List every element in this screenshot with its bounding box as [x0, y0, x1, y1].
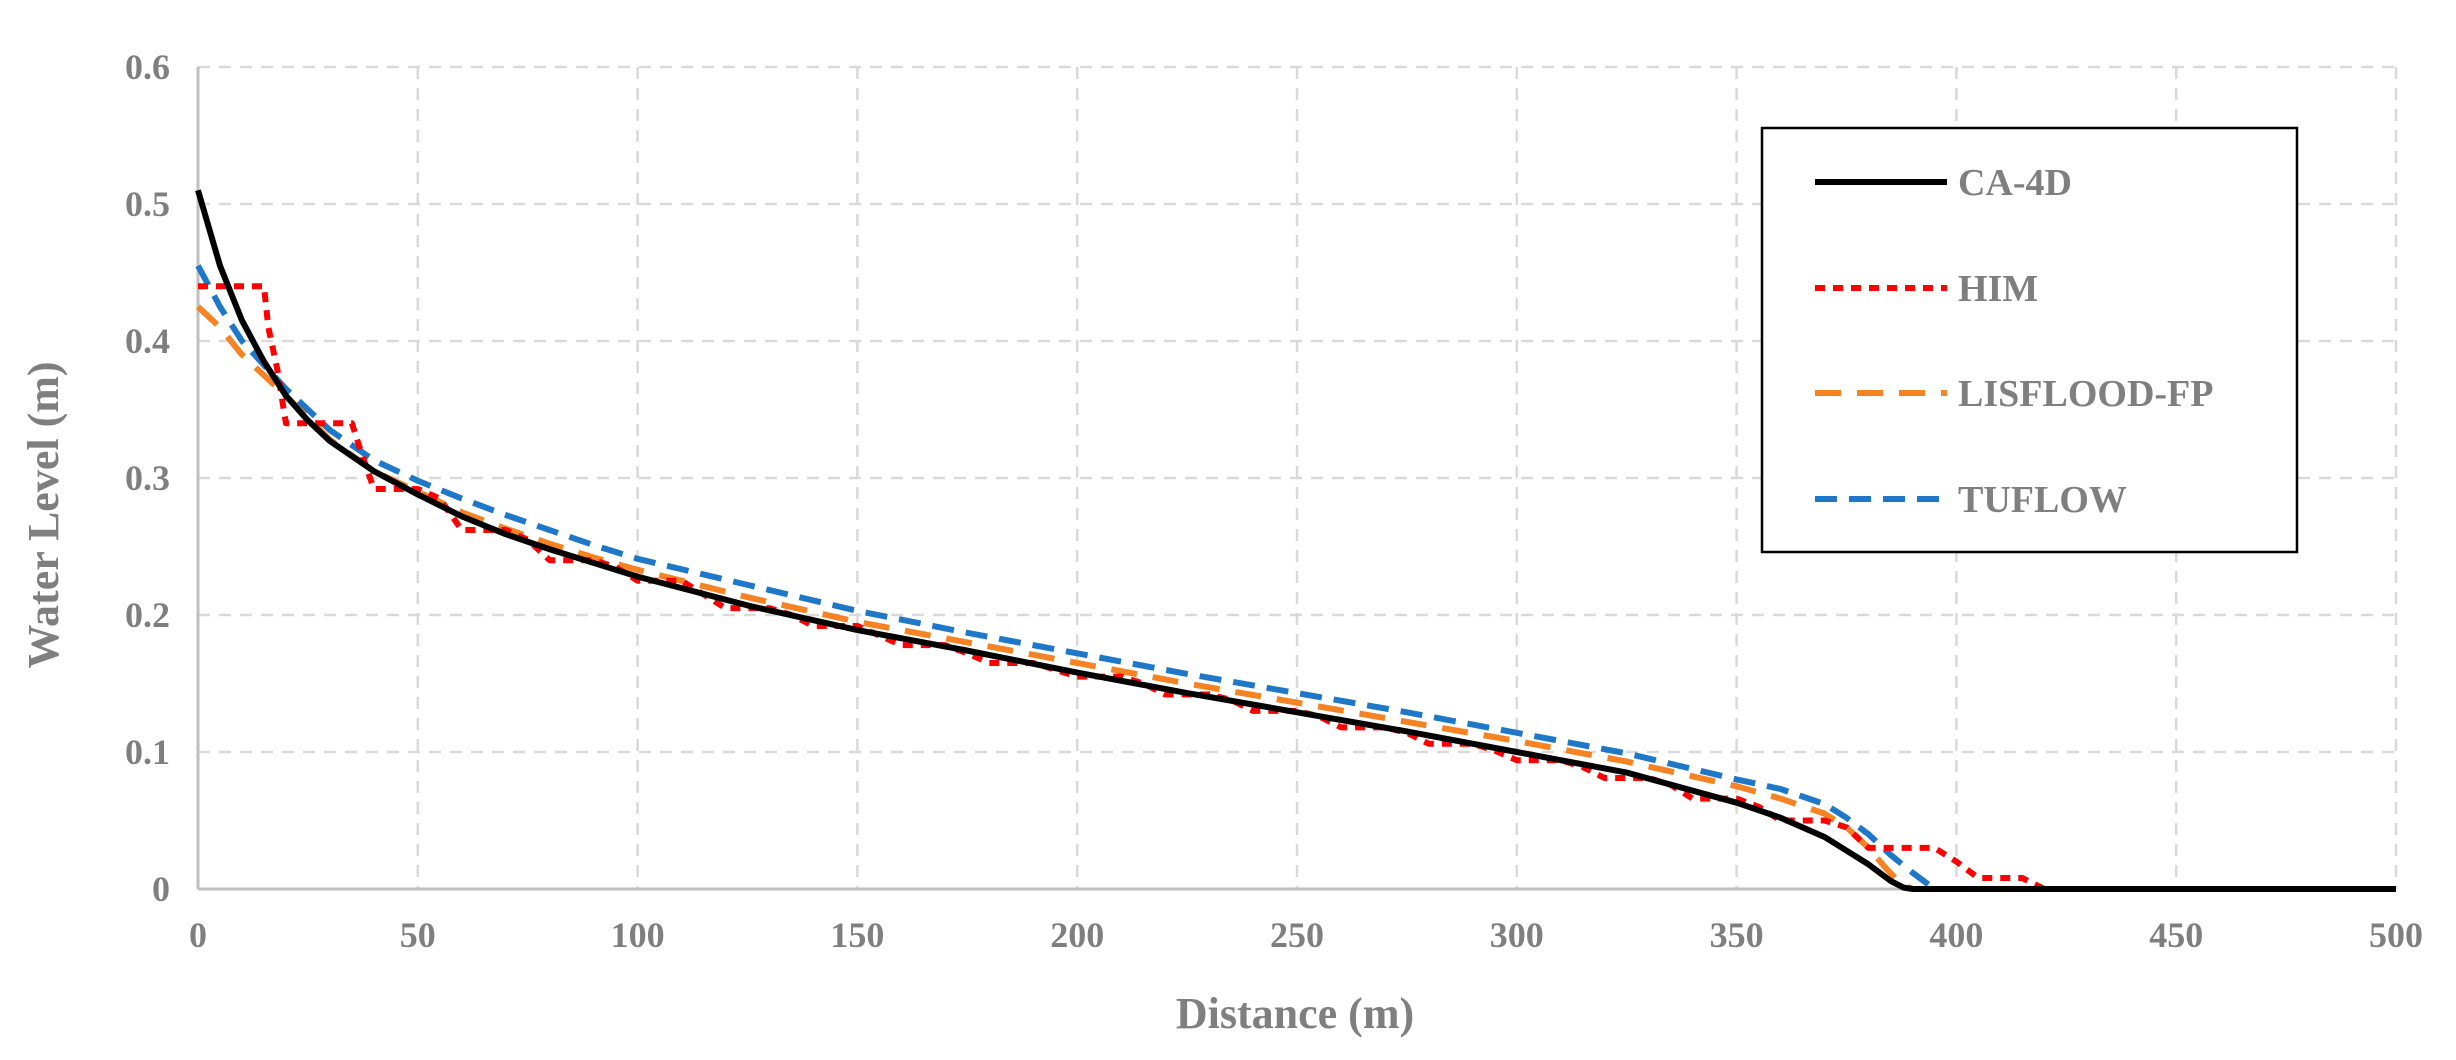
y-tick-label: 0.4	[125, 321, 170, 361]
legend-label: LISFLOOD-FP	[1958, 373, 2213, 415]
x-tick-label: 450	[2149, 915, 2203, 955]
legend-label: CA-4D	[1958, 162, 2072, 204]
x-tick-label: 50	[400, 915, 436, 955]
x-axis-title: Distance (m)	[1176, 989, 1414, 1038]
series-lines	[195, 189, 2396, 892]
x-tick-label: 500	[2369, 915, 2423, 955]
x-tick-label: 100	[611, 915, 665, 955]
x-tick-label: 150	[830, 915, 884, 955]
series-line-tuflow	[195, 264, 2396, 892]
y-tick-label: 0	[152, 869, 170, 909]
y-tick-label: 0.2	[125, 595, 170, 635]
legend: CA-4D HIM LISFLOOD-FP TUFLOW	[1760, 126, 2299, 554]
x-tick-label: 0	[189, 915, 207, 955]
legend-box	[1760, 126, 2299, 554]
y-tick-label: 0.5	[125, 184, 170, 224]
series-line-him	[198, 283, 2396, 892]
y-tick-label: 0.6	[125, 47, 170, 87]
y-tick-label: 0.1	[125, 732, 170, 772]
x-tick-label: 300	[1490, 915, 1544, 955]
tick-labels: 0 50 100 150 200 250 300 350 400 450 500 0 0.1 0.2 0.3…	[125, 47, 2423, 955]
y-axis-title: Water Level (m)	[19, 361, 68, 668]
legend-label: TUFLOW	[1958, 479, 2127, 521]
x-tick-label: 200	[1050, 915, 1104, 955]
legend-label: HIM	[1958, 268, 2038, 310]
x-tick-label: 400	[1929, 915, 1983, 955]
x-tick-label: 350	[1710, 915, 1764, 955]
series-line-ca-4d	[195, 189, 2396, 892]
y-tick-label: 0.3	[125, 458, 170, 498]
x-tick-label: 250	[1270, 915, 1324, 955]
